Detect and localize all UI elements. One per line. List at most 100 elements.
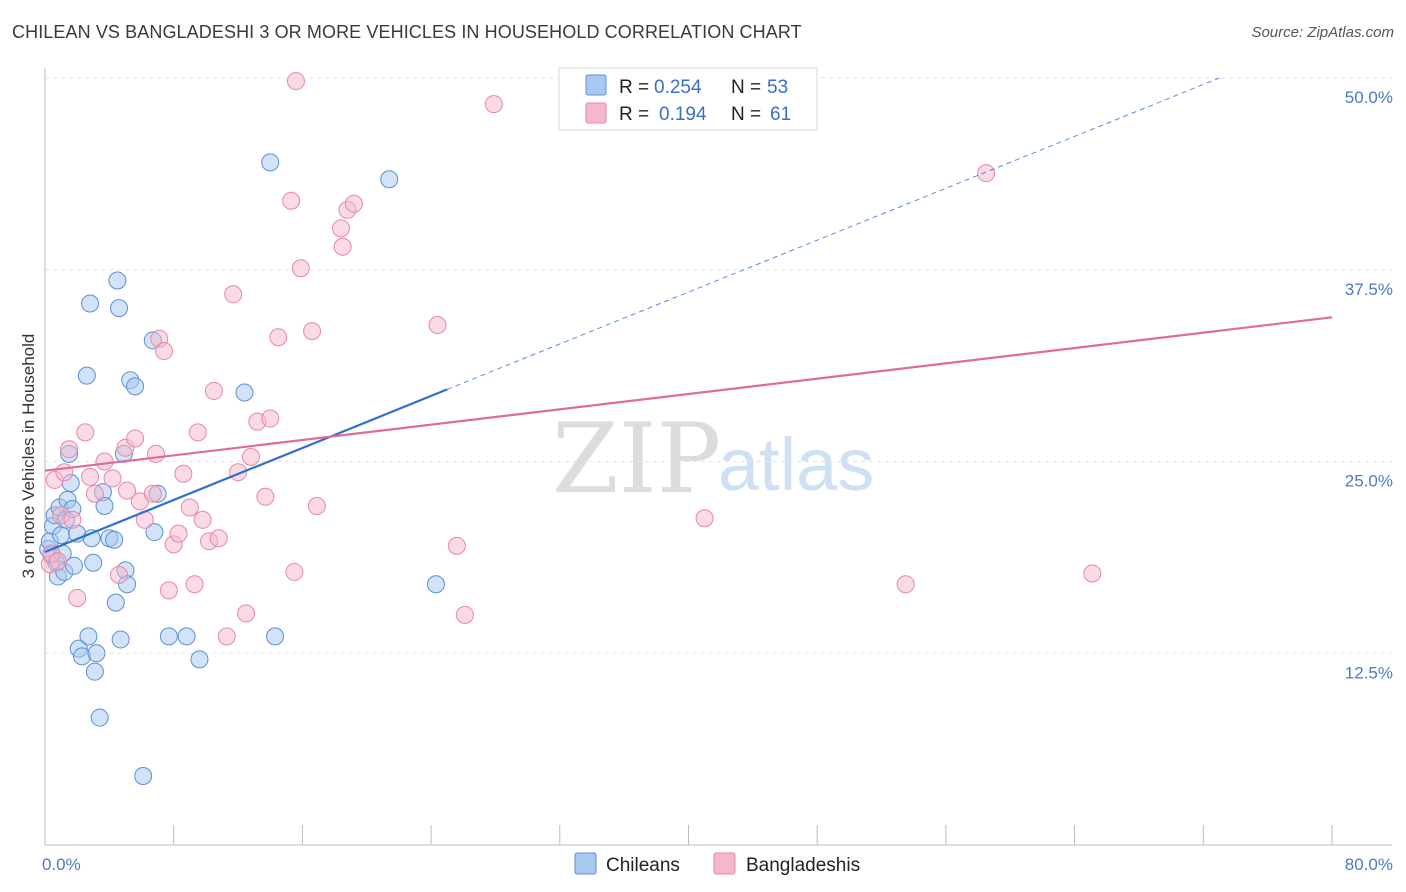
- bangladeshi-point: [55, 463, 74, 482]
- bangladeshi-point: [303, 322, 322, 341]
- y-tick-labels: 12.5% 25.0% 37.5% 50.0%: [1345, 88, 1393, 682]
- bangladeshi-point: [85, 484, 104, 503]
- bangladeshi-point: [896, 575, 915, 594]
- bangladeshi-point: [291, 259, 310, 278]
- chilean-point: [95, 496, 114, 515]
- stats-legend: R = 0.254 N = 53 R = 0.194 N = 61: [558, 67, 818, 131]
- bangladeshi-point: [455, 605, 474, 624]
- bangladeshi-point: [286, 72, 305, 91]
- bottom-legend-label-chileans: Chileans: [606, 855, 680, 876]
- legend-r-label-chileans: R =: [619, 77, 649, 98]
- source-credit: Source: ZipAtlas.com: [1251, 24, 1394, 41]
- bangladeshi-point: [695, 509, 714, 528]
- legend-n-label-bangladeshis: N =: [731, 104, 761, 125]
- series-legend: Chileans Bangladeshis: [574, 852, 860, 876]
- chilean-point: [87, 644, 106, 663]
- legend-n-value-bangladeshis: 61: [770, 104, 791, 125]
- chilean-point: [84, 553, 103, 572]
- bangladeshi-point: [155, 342, 174, 361]
- legend-swatch-chileans: [585, 74, 607, 96]
- chilean-point: [81, 294, 100, 313]
- gridlines: [45, 77, 1392, 654]
- bangladeshi-point: [110, 566, 129, 585]
- legend-n-value-chileans: 53: [767, 77, 788, 98]
- bangladeshi-point: [48, 552, 67, 571]
- bangladeshi-point: [241, 447, 260, 466]
- bangladeshi-point: [81, 467, 100, 486]
- y-tick-label: 25.0%: [1345, 472, 1393, 491]
- bangladeshi-point: [484, 95, 503, 114]
- y-axis-label: 3 or more Vehicles in Household: [19, 334, 38, 579]
- chilean-trend-extension: [447, 77, 1220, 390]
- bangladeshi-point: [261, 409, 280, 428]
- bangladeshi-point: [237, 604, 256, 623]
- chilean-point: [52, 526, 71, 545]
- legend-n-label-chileans: N =: [731, 77, 761, 98]
- scatter-points: [39, 72, 1102, 785]
- chilean-point: [134, 766, 153, 785]
- bangladeshi-point: [174, 464, 193, 483]
- bangladeshi-point: [332, 219, 351, 238]
- bangladeshi-point: [103, 469, 122, 488]
- chilean-point: [105, 530, 124, 549]
- bottom-legend-swatch-bangladeshis: [713, 852, 736, 875]
- bangladeshi-point: [224, 285, 243, 304]
- chart-title: CHILEAN VS BANGLADESHI 3 OR MORE VEHICLE…: [12, 22, 802, 42]
- chilean-point: [73, 647, 92, 666]
- bangladeshi-point: [256, 487, 275, 506]
- bangladeshi-point: [188, 423, 207, 442]
- bangladeshi-point: [447, 536, 466, 555]
- x-tick-label: 0.0%: [42, 855, 81, 874]
- chilean-point: [126, 377, 145, 396]
- bangladeshi-point: [428, 315, 447, 334]
- legend-swatch-bangladeshis: [585, 102, 607, 124]
- chilean-trend-line: [44, 388, 448, 554]
- bangladeshi-point: [269, 328, 288, 347]
- y-tick-label: 12.5%: [1345, 663, 1393, 682]
- chilean-point: [79, 627, 98, 646]
- bangladeshi-point: [126, 429, 145, 448]
- chilean-point: [235, 383, 254, 402]
- bangladeshi-point: [285, 562, 304, 581]
- bottom-legend-swatch-chileans: [574, 852, 597, 875]
- chilean-point: [380, 170, 399, 189]
- chilean-point: [108, 271, 127, 290]
- watermark: ZIP atlas: [552, 403, 874, 515]
- chilean-point: [106, 593, 125, 612]
- bangladeshi-point: [282, 191, 301, 210]
- x-tick-labels: 0.0% 80.0%: [42, 855, 1393, 874]
- bangladeshi-point: [344, 194, 363, 213]
- bangladeshi-point: [143, 484, 162, 503]
- bangladeshi-point: [977, 164, 996, 183]
- chilean-point: [261, 153, 280, 172]
- chilean-point: [159, 627, 178, 646]
- bangladeshi-point: [95, 452, 114, 471]
- bangladeshi-point: [1083, 564, 1102, 583]
- bangladeshi-point: [307, 496, 326, 515]
- axes: [44, 68, 1392, 846]
- bangladeshi-point: [217, 627, 236, 646]
- chilean-point: [145, 523, 164, 542]
- bangladeshi-point: [60, 440, 79, 459]
- bangladeshi-point: [169, 524, 188, 543]
- bangladeshi-point: [193, 510, 212, 529]
- chilean-point: [177, 627, 196, 646]
- bangladeshi-trend-line: [44, 316, 1333, 472]
- bangladeshi-point: [63, 510, 82, 529]
- watermark-atlas: atlas: [718, 423, 874, 506]
- chilean-point: [110, 299, 129, 318]
- bottom-legend-label-bangladeshis: Bangladeshis: [746, 855, 860, 876]
- legend-r-value-bangladeshis: 0.194: [659, 104, 707, 125]
- bangladeshi-point: [159, 581, 178, 600]
- legend-r-value-chileans: 0.254: [654, 77, 702, 98]
- y-tick-label: 37.5%: [1345, 280, 1393, 299]
- chilean-point: [64, 556, 83, 575]
- legend-r-label-bangladeshis: R =: [619, 104, 649, 125]
- bangladeshi-point: [209, 529, 228, 548]
- bangladeshi-point: [180, 498, 199, 517]
- bangladeshi-point: [76, 423, 95, 442]
- watermark-zip: ZIP: [552, 403, 721, 515]
- chilean-point: [190, 650, 209, 669]
- bangladeshi-point: [68, 589, 87, 608]
